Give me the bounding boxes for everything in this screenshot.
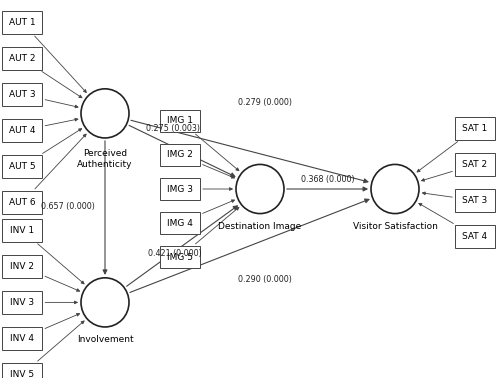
Text: SAT 3: SAT 3 bbox=[462, 196, 487, 205]
Text: INV 4: INV 4 bbox=[10, 334, 34, 343]
Text: AUT 5: AUT 5 bbox=[9, 162, 36, 171]
FancyBboxPatch shape bbox=[2, 155, 42, 178]
FancyBboxPatch shape bbox=[2, 363, 42, 378]
FancyBboxPatch shape bbox=[455, 225, 495, 248]
Text: INV 3: INV 3 bbox=[10, 298, 34, 307]
Text: SAT 2: SAT 2 bbox=[462, 160, 487, 169]
Text: IMG 5: IMG 5 bbox=[167, 253, 193, 262]
Text: AUT 4: AUT 4 bbox=[9, 126, 36, 135]
Ellipse shape bbox=[371, 164, 419, 214]
FancyBboxPatch shape bbox=[160, 246, 200, 268]
FancyBboxPatch shape bbox=[2, 11, 42, 34]
Ellipse shape bbox=[81, 278, 129, 327]
Text: IMG 3: IMG 3 bbox=[167, 184, 193, 194]
FancyBboxPatch shape bbox=[2, 47, 42, 70]
FancyBboxPatch shape bbox=[455, 117, 495, 140]
Ellipse shape bbox=[81, 89, 129, 138]
FancyBboxPatch shape bbox=[455, 153, 495, 176]
Text: 0.279 (0.000): 0.279 (0.000) bbox=[238, 98, 292, 107]
Text: SAT 1: SAT 1 bbox=[462, 124, 487, 133]
Text: Involvement: Involvement bbox=[76, 335, 134, 344]
FancyBboxPatch shape bbox=[2, 191, 42, 214]
FancyBboxPatch shape bbox=[160, 178, 200, 200]
Text: AUT 2: AUT 2 bbox=[9, 54, 36, 63]
FancyBboxPatch shape bbox=[2, 327, 42, 350]
FancyBboxPatch shape bbox=[2, 219, 42, 242]
Text: 0.275 (0.003): 0.275 (0.003) bbox=[146, 124, 200, 133]
Text: Visitor Satisfaction: Visitor Satisfaction bbox=[352, 222, 438, 231]
Text: 0.421 (0.000): 0.421 (0.000) bbox=[148, 249, 202, 258]
Text: 0.290 (0.000): 0.290 (0.000) bbox=[238, 275, 292, 284]
Text: IMG 2: IMG 2 bbox=[167, 150, 193, 160]
FancyBboxPatch shape bbox=[2, 119, 42, 142]
Text: SAT 4: SAT 4 bbox=[462, 232, 487, 241]
FancyBboxPatch shape bbox=[455, 189, 495, 212]
Text: Perceived
Authenticity: Perceived Authenticity bbox=[77, 149, 133, 169]
Text: AUT 3: AUT 3 bbox=[9, 90, 36, 99]
FancyBboxPatch shape bbox=[160, 110, 200, 132]
Ellipse shape bbox=[236, 164, 284, 214]
FancyBboxPatch shape bbox=[2, 255, 42, 278]
Text: INV 2: INV 2 bbox=[10, 262, 34, 271]
Text: 0.657 (0.000): 0.657 (0.000) bbox=[40, 201, 94, 211]
FancyBboxPatch shape bbox=[2, 83, 42, 106]
Text: IMG 1: IMG 1 bbox=[167, 116, 193, 125]
FancyBboxPatch shape bbox=[2, 291, 42, 314]
Text: Destination Image: Destination Image bbox=[218, 222, 302, 231]
Text: INV 1: INV 1 bbox=[10, 226, 34, 235]
FancyBboxPatch shape bbox=[160, 212, 200, 234]
Text: 0.368 (0.000): 0.368 (0.000) bbox=[300, 175, 354, 184]
Text: AUT 6: AUT 6 bbox=[9, 198, 36, 207]
FancyBboxPatch shape bbox=[160, 144, 200, 166]
Text: IMG 4: IMG 4 bbox=[167, 218, 193, 228]
Text: AUT 1: AUT 1 bbox=[9, 18, 36, 27]
Text: INV 5: INV 5 bbox=[10, 370, 34, 378]
